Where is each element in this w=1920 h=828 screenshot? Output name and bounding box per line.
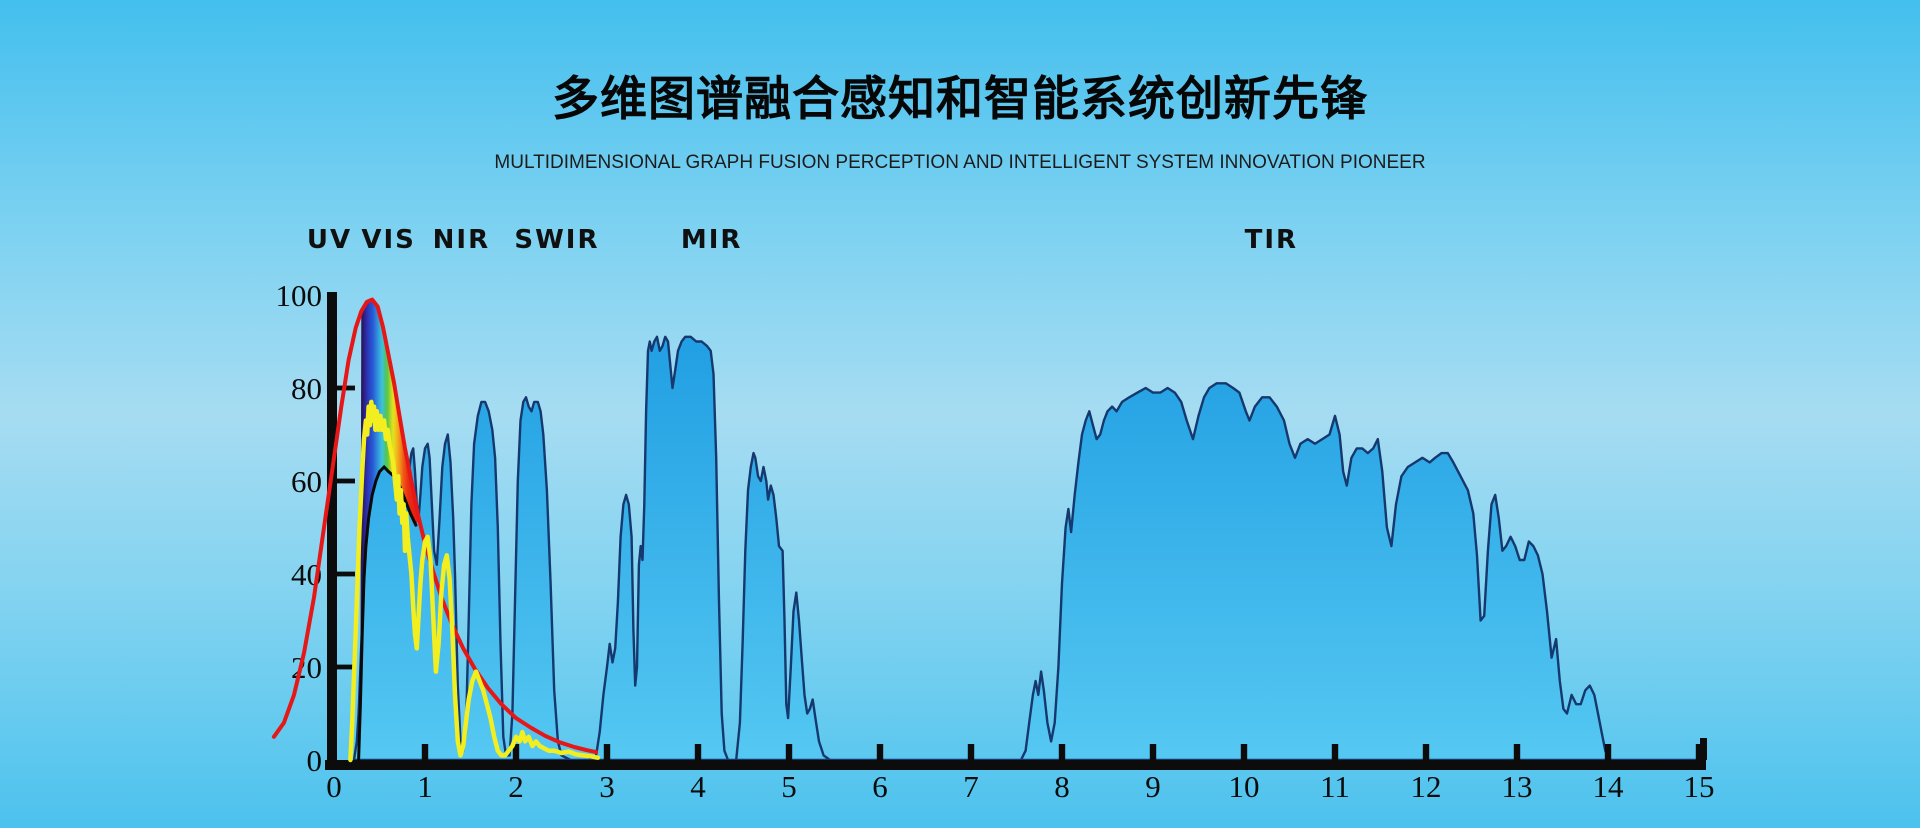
x-tick-6 [876,744,884,760]
x-tick-9 [1149,744,1157,760]
x-tick-label-6: 6 [872,769,888,804]
x-tick-label-11: 11 [1320,769,1350,804]
x-tick-3 [603,744,611,760]
x-tick-label-15: 15 [1684,769,1715,804]
x-tick-label-4: 4 [690,769,706,804]
band-label-mir: MIR [681,225,743,255]
band-label-nir: NIR [433,225,490,255]
y-tick-label-80: 80 [291,371,322,406]
x-tick-label-1: 1 [417,769,433,804]
y-axis [327,292,337,770]
x-tick-5 [785,744,793,760]
y-tick-label-100: 100 [276,278,323,313]
x-tick-label-13: 13 [1502,769,1533,804]
x-tick-2 [512,744,520,760]
x-tick-13 [1513,744,1521,760]
x-tick-4 [694,744,702,760]
x-tick-10 [1240,744,1248,760]
y-tick-label-60: 60 [291,464,322,499]
x-tick-label-8: 8 [1054,769,1070,804]
x-tick-15 [1695,744,1703,760]
x-tick-label-10: 10 [1229,769,1260,804]
y-tick-60 [337,478,355,484]
x-tick-1 [421,744,429,760]
x-tick-label-7: 7 [963,769,979,804]
y-tick-40 [337,571,355,577]
y-tick-20 [337,664,355,670]
x-tick-label-2: 2 [508,769,524,804]
transmission-area [352,335,1701,762]
x-tick-label-0: 0 [326,769,342,804]
band-label-vis: VIS [361,225,416,255]
x-tick-label-12: 12 [1411,769,1442,804]
x-tick-label-9: 9 [1145,769,1161,804]
band-label-tir: TIR [1245,225,1298,255]
x-tick-7 [967,744,975,760]
band-label-uv: UV [307,225,352,255]
band-label-swir: SWIR [514,225,599,255]
page-subtitle: MULTIDIMENSIONAL GRAPH FUSION PERCEPTION… [494,152,1426,173]
x-tick-12 [1422,744,1430,760]
page-title: 多维图谱融合感知和智能系统创新先锋 [552,72,1368,125]
x-tick-11 [1331,744,1339,760]
solar-ground-curve [348,399,601,763]
x-tick-label-3: 3 [599,769,615,804]
blackbody-curve [271,297,599,755]
x-axis [325,760,1706,770]
x-tick-14 [1604,744,1612,760]
y-tick-label-0: 0 [307,743,323,778]
x-tick-label-5: 5 [781,769,797,804]
x-tick-8 [1058,744,1066,760]
x-axis-end-tick [1700,738,1707,760]
visible-spectrum-rainbow [360,299,419,705]
x-tick-label-14: 14 [1593,769,1625,804]
